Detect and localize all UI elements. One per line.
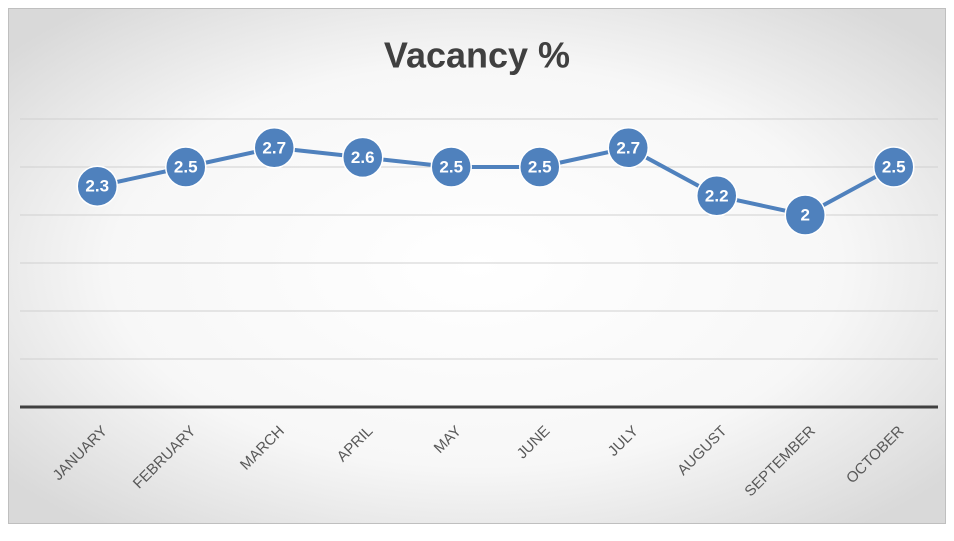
data-label: 2.6 [351,148,375,167]
data-label: 2.5 [528,157,552,176]
data-label: 2.5 [439,157,463,176]
data-label: 2.2 [705,186,729,205]
data-label: 2.5 [174,157,198,176]
data-point [253,127,295,169]
data-label: 2.7 [616,138,640,157]
data-point [784,194,826,236]
data-point [519,146,561,188]
data-point [165,146,207,188]
series-line [96,145,895,217]
data-point [696,175,738,217]
data-label: 2.3 [85,177,109,196]
data-label: 2.5 [882,157,906,176]
data-point [873,146,915,188]
chart-title: Vacancy % [384,35,570,76]
data-point [342,136,384,179]
data-point [607,127,649,169]
data-label: 2 [801,205,810,224]
data-point [76,165,118,207]
chart-frame [8,8,946,524]
data-label: 2.7 [262,138,286,157]
plot: 2.3 2.5 2.7 2.6 2.5 2.5 2.7 2.2 2 2.5 [76,127,915,236]
data-point [430,146,472,188]
